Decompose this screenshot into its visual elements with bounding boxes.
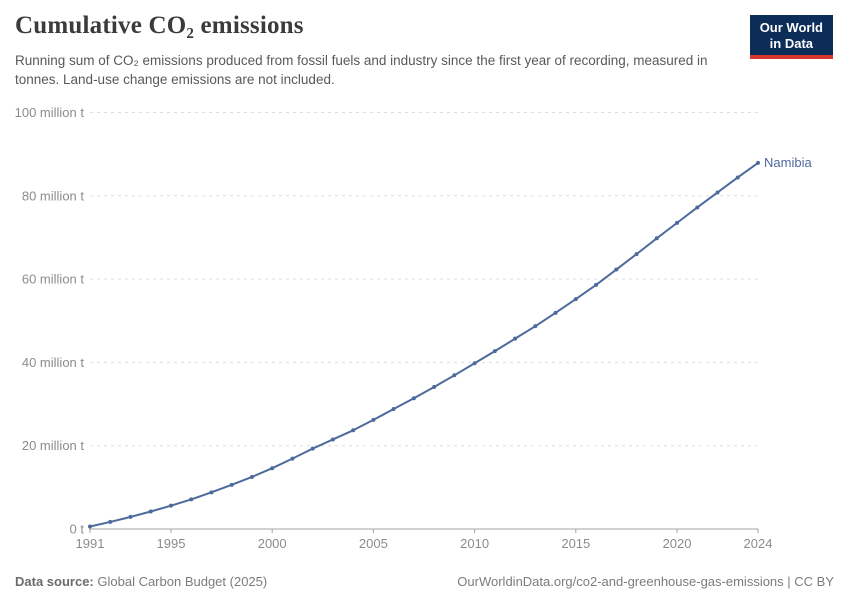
x-tick-label: 2020 <box>663 536 692 551</box>
data-point[interactable] <box>675 220 680 225</box>
data-point[interactable] <box>189 497 194 502</box>
data-point[interactable] <box>432 384 437 389</box>
data-point[interactable] <box>735 175 740 180</box>
data-point[interactable] <box>310 446 315 451</box>
data-point[interactable] <box>371 417 376 422</box>
chart-subtitle: Running sum of CO₂ emissions produced fr… <box>15 53 708 88</box>
chart-footer: Data source: Global Carbon Budget (2025)… <box>0 568 850 600</box>
y-tick-label: 80 million t <box>22 188 85 203</box>
owid-logo-line2: in Data <box>769 35 814 51</box>
data-point[interactable] <box>513 336 518 341</box>
data-point[interactable] <box>391 407 396 412</box>
series-line-namibia[interactable] <box>89 161 759 528</box>
data-source: Data source: Global Carbon Budget (2025) <box>15 574 267 589</box>
data-point[interactable] <box>411 396 416 401</box>
y-tick-label: 0 t <box>70 522 85 537</box>
data-point[interactable] <box>290 456 295 461</box>
data-source-value: Global Carbon Budget (2025) <box>97 574 268 589</box>
data-point[interactable] <box>168 503 173 508</box>
data-point[interactable] <box>695 205 700 210</box>
owid-logo[interactable]: Our World in Data <box>749 15 833 60</box>
data-point[interactable] <box>330 437 335 442</box>
data-point[interactable] <box>492 349 497 354</box>
data-source-label: Data source: <box>15 574 94 589</box>
data-point[interactable] <box>249 474 254 479</box>
x-tick-label: 1991 <box>76 536 105 551</box>
data-point[interactable] <box>209 490 214 495</box>
data-point[interactable] <box>553 310 558 315</box>
data-point[interactable] <box>756 160 760 165</box>
data-point[interactable] <box>472 361 477 366</box>
x-tick-label: 1995 <box>157 536 186 551</box>
x-tick-label: 2010 <box>460 536 489 551</box>
data-point[interactable] <box>614 267 619 272</box>
chart-title: Cumulative CO₂ emissions <box>15 12 304 39</box>
data-point[interactable] <box>270 466 275 471</box>
x-tick-label: 2000 <box>258 536 287 551</box>
data-point[interactable] <box>148 509 153 514</box>
y-tick-label: 60 million t <box>22 272 85 287</box>
data-point[interactable] <box>634 252 639 257</box>
y-tick-label: 100 million t <box>15 105 85 120</box>
x-tick-label: 2005 <box>359 536 388 551</box>
data-point[interactable] <box>533 324 538 329</box>
data-point[interactable] <box>88 524 92 529</box>
x-tick-label: 2015 <box>561 536 590 551</box>
attribution-link[interactable]: OurWorldinData.org/co2-and-greenhouse-ga… <box>457 574 834 589</box>
data-point[interactable] <box>573 297 578 302</box>
y-tick-label: 40 million t <box>22 355 85 370</box>
owid-logo-line1: Our World <box>759 20 823 35</box>
data-point[interactable] <box>351 428 356 433</box>
x-tick-label: 2024 <box>744 536 773 551</box>
data-point[interactable] <box>229 482 234 487</box>
data-point[interactable] <box>715 190 720 195</box>
data-point[interactable] <box>108 519 113 524</box>
data-point[interactable] <box>654 236 659 241</box>
data-point[interactable] <box>452 373 457 378</box>
data-point[interactable] <box>128 514 133 519</box>
data-point[interactable] <box>594 282 599 287</box>
y-tick-label: 20 million t <box>22 438 85 453</box>
entity-label-namibia[interactable]: Namibia <box>764 155 812 170</box>
